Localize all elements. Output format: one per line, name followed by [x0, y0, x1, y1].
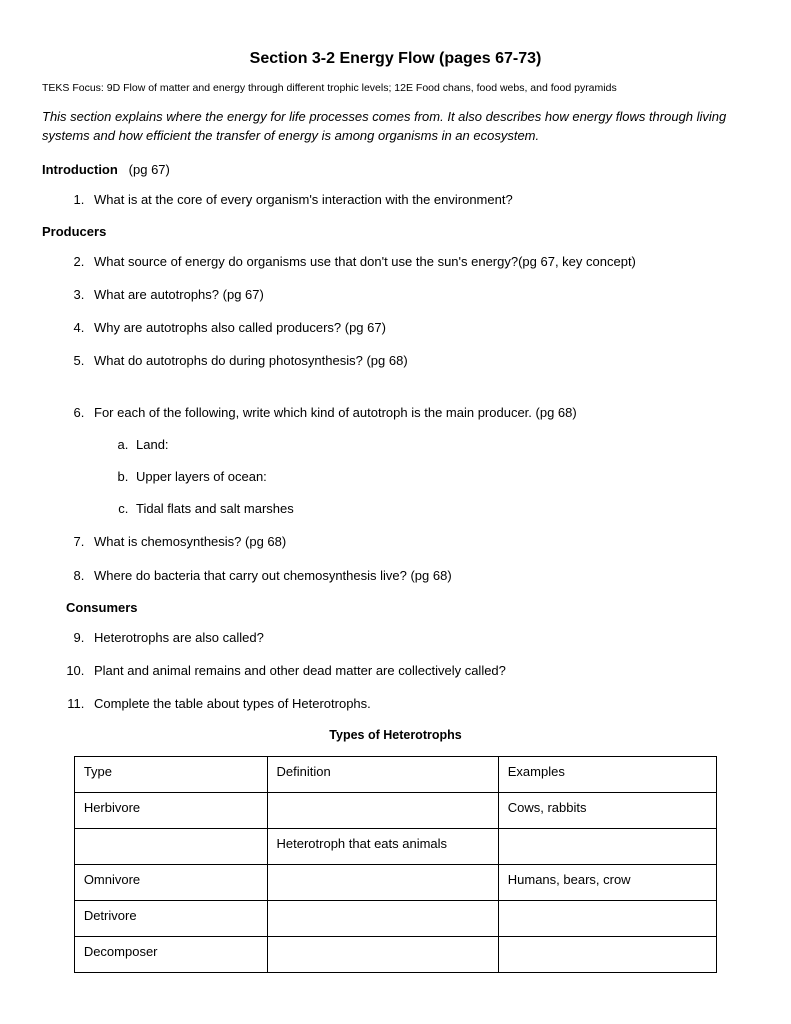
question-list-producers-2: For each of the following, write which k… [42, 404, 749, 585]
question-4: Why are autotrophs also called producers… [88, 319, 749, 337]
question-11: Complete the table about types of Hetero… [88, 695, 749, 713]
question-7: What is chemosynthesis? (pg 68) [88, 533, 749, 551]
table-cell-type [74, 829, 267, 865]
table-row: Detrivore [74, 901, 716, 937]
question-6: For each of the following, write which k… [88, 404, 749, 519]
question-2: What source of energy do organisms use t… [88, 253, 749, 271]
spacer [42, 386, 749, 404]
question-9: Heterotrophs are also called? [88, 629, 749, 647]
table-row: Omnivore Humans, bears, crow [74, 865, 716, 901]
table-cell-type: Detrivore [74, 901, 267, 937]
section-introduction-pg: (pg 67) [129, 162, 170, 177]
question-6b: Upper layers of ocean: [132, 468, 749, 486]
table-cell-type: Omnivore [74, 865, 267, 901]
table-cell-type: Decomposer [74, 937, 267, 973]
question-1: What is at the core of every organism's … [88, 191, 749, 209]
section-consumers: Consumers [66, 600, 749, 615]
table-row: Heterotroph that eats animals [74, 829, 716, 865]
table-cell-ex [498, 901, 716, 937]
section-introduction: Introduction (pg 67) [42, 162, 749, 177]
question-list-producers: What source of energy do organisms use t… [42, 253, 749, 371]
table-header-definition: Definition [267, 757, 498, 793]
page-title: Section 3-2 Energy Flow (pages 67-73) [42, 50, 749, 68]
question-8: Where do bacteria that carry out chemosy… [88, 567, 749, 585]
question-6a: Land: [132, 436, 749, 454]
section-introduction-label: Introduction [42, 162, 118, 177]
worksheet-page: Section 3-2 Energy Flow (pages 67-73) TE… [0, 0, 791, 1024]
table-header-examples: Examples [498, 757, 716, 793]
table-header-row: Type Definition Examples [74, 757, 716, 793]
table-cell-type: Herbivore [74, 793, 267, 829]
table-header-type: Type [74, 757, 267, 793]
table-title: Types of Heterotrophs [42, 728, 749, 742]
table-cell-ex [498, 829, 716, 865]
question-5: What do autotrophs do during photosynthe… [88, 352, 749, 370]
intro-paragraph: This section explains where the energy f… [42, 108, 749, 146]
table-cell-def [267, 937, 498, 973]
question-6-sublist: Land: Upper layers of ocean: Tidal flats… [94, 436, 749, 519]
table-cell-ex: Humans, bears, crow [498, 865, 716, 901]
question-10: Plant and animal remains and other dead … [88, 662, 749, 680]
teks-focus: TEKS Focus: 9D Flow of matter and energy… [42, 82, 749, 94]
question-list-consumers: Heterotrophs are also called? Plant and … [42, 629, 749, 714]
table-row: Herbivore Cows, rabbits [74, 793, 716, 829]
heterotrophs-table: Type Definition Examples Herbivore Cows,… [74, 756, 717, 973]
table-cell-def [267, 793, 498, 829]
table-cell-def [267, 901, 498, 937]
table-cell-ex: Cows, rabbits [498, 793, 716, 829]
table-cell-def [267, 865, 498, 901]
question-list-intro: What is at the core of every organism's … [42, 191, 749, 209]
table-cell-ex [498, 937, 716, 973]
table-cell-def: Heterotroph that eats animals [267, 829, 498, 865]
section-producers: Producers [42, 224, 749, 239]
table-row: Decomposer [74, 937, 716, 973]
question-6-text: For each of the following, write which k… [94, 405, 577, 420]
question-6c: Tidal flats and salt marshes [132, 500, 749, 518]
question-3: What are autotrophs? (pg 67) [88, 286, 749, 304]
